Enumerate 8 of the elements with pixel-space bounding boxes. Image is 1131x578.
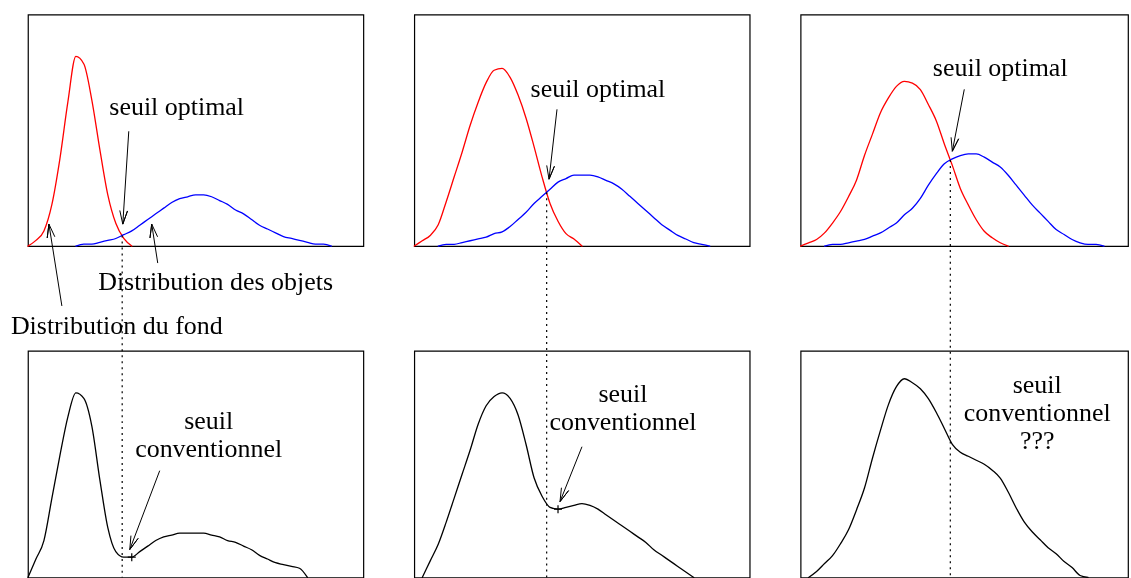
- annotation: seuil conventionnel: [549, 378, 697, 436]
- annotation: seuil optimal: [109, 92, 245, 122]
- annotation: seuil conventionnel: [135, 405, 283, 463]
- annotation: seuil optimal: [530, 74, 666, 104]
- annotation: seuil optimal: [932, 53, 1068, 83]
- annotation: seuil conventionnel ???: [963, 369, 1111, 455]
- text: Distribution du fond: [10, 310, 223, 340]
- text: Distribution des objets: [98, 267, 334, 296]
